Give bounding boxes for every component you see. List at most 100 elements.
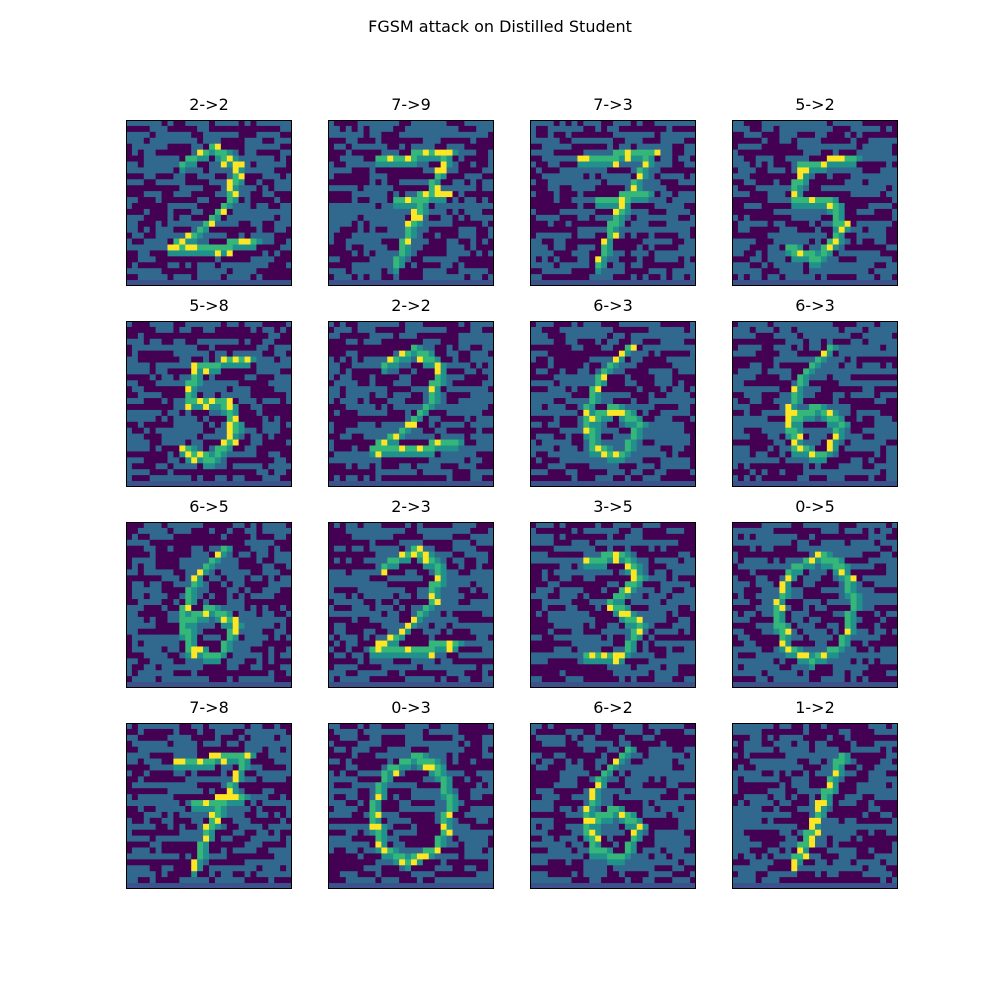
heatmap-cell — [256, 398, 263, 405]
heatmap-cell — [149, 356, 156, 363]
heatmap-cell — [458, 244, 465, 251]
heatmap-cell — [868, 179, 875, 186]
heatmap-cell — [411, 392, 418, 399]
heatmap-cell — [654, 161, 661, 168]
heatmap-cell — [214, 256, 222, 263]
heatmap-cell — [690, 161, 696, 168]
heatmap-cell — [411, 161, 418, 168]
heatmap-cell — [874, 208, 881, 216]
heatmap-cell — [232, 125, 239, 133]
heatmap-cell — [815, 185, 822, 192]
heatmap-cell — [351, 191, 358, 198]
heatmap-cell — [446, 167, 453, 174]
heatmap-cell — [571, 250, 578, 257]
heatmap-cell — [648, 338, 655, 346]
heatmap-cell — [422, 214, 430, 222]
heatmap-cell — [470, 268, 477, 275]
heatmap-cell — [488, 374, 494, 381]
heatmap-cell — [256, 262, 263, 269]
heatmap-cell — [458, 220, 465, 228]
heatmap-cell — [345, 179, 353, 186]
heatmap-cell — [203, 475, 210, 482]
heatmap-cell — [399, 191, 406, 198]
heatmap-cell — [238, 143, 245, 150]
heatmap-cell — [256, 338, 263, 346]
heatmap-cell — [345, 226, 353, 233]
heatmap-cell — [458, 481, 465, 487]
heatmap-cell — [220, 143, 228, 150]
heatmap-cell — [268, 362, 275, 369]
heatmap-cell — [143, 350, 151, 357]
heatmap-cell — [155, 356, 162, 363]
heatmap-cell — [613, 232, 620, 239]
heatmap-cell — [571, 350, 578, 357]
heatmap-cell — [428, 238, 436, 245]
heatmap-cell — [571, 244, 578, 251]
heatmap-cell — [737, 143, 745, 150]
heatmap-cell — [791, 161, 798, 168]
heatmap-cell — [648, 332, 655, 340]
heatmap-cell — [411, 149, 418, 156]
heatmap-cell — [595, 137, 602, 145]
heatmap-cell — [791, 120, 798, 127]
heatmap-cell — [381, 250, 388, 257]
heatmap-cell — [577, 173, 584, 180]
heatmap-cell — [274, 149, 281, 156]
heatmap-cell — [232, 137, 239, 145]
heatmap-cell — [844, 167, 851, 174]
heatmap-cell — [155, 208, 162, 216]
heatmap-cell — [262, 197, 269, 204]
heatmap-cell — [672, 268, 679, 275]
heatmap-cell — [126, 268, 133, 275]
heatmap-cell — [280, 362, 287, 369]
heatmap-cell — [880, 185, 887, 192]
heatmap-cell — [440, 433, 447, 440]
heatmap-cell — [363, 137, 370, 145]
heatmap-cell — [601, 362, 608, 369]
heatmap-cell — [250, 262, 257, 269]
heatmap-cell — [363, 185, 370, 192]
heatmap-cell — [411, 451, 418, 458]
heatmap-cell — [589, 326, 596, 334]
heatmap-cell — [416, 415, 424, 423]
heatmap-cell — [755, 203, 762, 210]
heatmap-cell — [191, 368, 198, 375]
heatmap-cell — [785, 232, 792, 239]
heatmap-cell — [761, 203, 768, 210]
heatmap-cell — [381, 185, 388, 192]
heatmap-cell — [393, 155, 400, 162]
heatmap-cell — [862, 220, 869, 228]
heatmap-cell — [328, 197, 335, 204]
heatmap-cell — [280, 197, 287, 204]
heatmap-cell — [280, 427, 287, 434]
heatmap-cell — [244, 368, 251, 375]
heatmap-cell — [381, 356, 388, 363]
heatmap-cell — [803, 256, 810, 263]
heatmap-cell — [737, 208, 745, 216]
heatmap-cell — [458, 120, 465, 127]
heatmap-cell — [624, 350, 632, 357]
heatmap-cell — [220, 374, 228, 381]
heatmap-cell — [161, 125, 168, 133]
heatmap-cell — [280, 344, 287, 351]
heatmap-cell — [126, 368, 133, 375]
heatmap-cell — [773, 244, 780, 251]
heatmap-cell — [416, 326, 424, 334]
heatmap-cell — [155, 421, 162, 429]
heatmap-cell — [862, 191, 869, 198]
heatmap-cell — [761, 220, 768, 228]
heatmap-cell — [755, 238, 762, 245]
heatmap-cell — [131, 185, 139, 192]
heatmap-cell — [173, 244, 180, 251]
heatmap-cell — [589, 274, 596, 281]
heatmap-cell — [387, 463, 394, 470]
heatmap-cell — [143, 238, 151, 245]
heatmap-cell — [232, 274, 239, 281]
heatmap-cell — [226, 220, 234, 228]
heatmap-cell — [815, 161, 822, 168]
heatmap-cell — [179, 332, 186, 340]
heatmap-cell — [399, 149, 406, 156]
heatmap-cell — [226, 350, 234, 357]
heatmap-cell — [618, 161, 626, 168]
heatmap-cell — [126, 457, 133, 464]
